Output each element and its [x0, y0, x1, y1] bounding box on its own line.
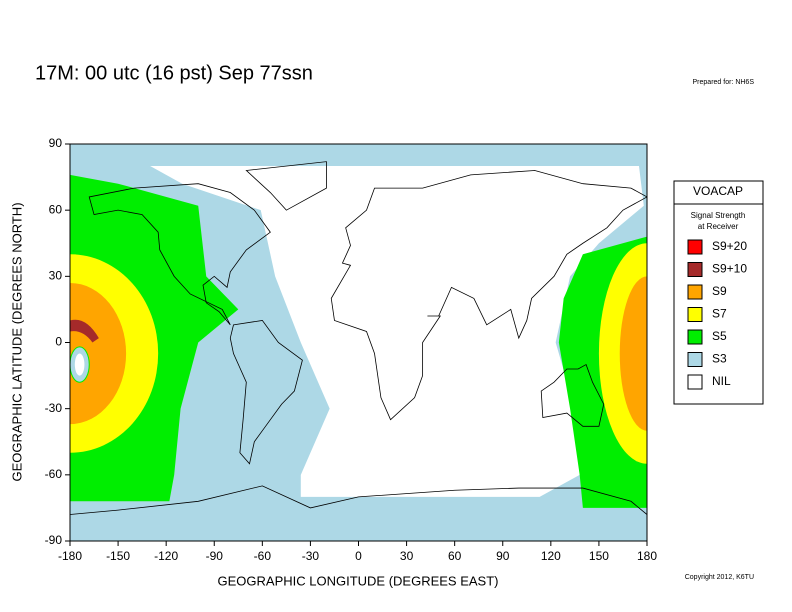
legend-swatch [687, 352, 703, 367]
inner-nil [74, 353, 85, 376]
y-tick-label: 90 [49, 136, 63, 150]
legend-swatch [687, 374, 703, 390]
legend-label: S9+10 [712, 262, 747, 276]
x-tick-label: -150 [106, 549, 130, 563]
x-axis-label: GEOGRAPHIC LONGITUDE (DEGREES EAST) [218, 573, 499, 588]
y-tick-label: -90 [45, 533, 63, 547]
prepared-note: Prepared for: NH6S [693, 79, 755, 86]
legend-swatch [687, 329, 703, 345]
x-tick-label: 90 [496, 549, 510, 563]
south-america [230, 320, 302, 463]
s9-zone-west [70, 282, 127, 425]
greenland [246, 162, 326, 211]
legend-label: NIL [712, 374, 731, 388]
chart-title: 17M: 00 utc (16 pst) Sep 77ssn [35, 62, 313, 84]
y-tick-label: 0 [55, 335, 62, 349]
legend-subtitle: Signal Strength [691, 211, 746, 220]
legend-swatch [687, 262, 703, 277]
y-tick-label: -60 [45, 467, 63, 481]
x-tick-label: 180 [637, 549, 657, 563]
y-axis-label: GEOGRAPHIC LATITUDE (DEGREES NORTH) [9, 202, 24, 481]
copyright: Copyright 2012, K6TU [685, 574, 754, 581]
x-tick-label: 0 [355, 549, 362, 563]
legend-label: S9+20 [712, 239, 747, 253]
x-tick-label: -30 [302, 549, 320, 563]
legend-subtitle: at Receiver [698, 222, 739, 231]
north-america [89, 184, 270, 325]
y-tick-label: -30 [45, 401, 63, 415]
x-tick-label: 30 [400, 549, 414, 563]
x-tick-label: -60 [254, 549, 272, 563]
map-area [70, 144, 647, 541]
legend-label: S7 [712, 307, 727, 321]
y-tick-label: 60 [49, 202, 63, 216]
x-tick-label: -180 [58, 549, 82, 563]
antarctica [70, 486, 647, 515]
australia [541, 365, 604, 427]
legend-swatch [687, 284, 703, 300]
legend: VOACAP Signal Strength at Receiver S9+20… [673, 180, 764, 405]
x-tick-label: 150 [589, 549, 609, 563]
y-tick-label: 30 [49, 269, 63, 283]
nil-zone [150, 166, 644, 497]
legend-swatch [687, 307, 703, 322]
s9-zone-east [619, 276, 647, 431]
legend-swatch [687, 239, 703, 255]
legend-label: S9 [712, 284, 727, 298]
x-tick-label: -120 [154, 549, 178, 563]
legend-label: S5 [712, 329, 727, 343]
eurasia-africa [331, 170, 647, 419]
coverage-map [70, 144, 647, 541]
x-tick-label: 120 [541, 549, 561, 563]
x-tick-label: 60 [448, 549, 462, 563]
legend-label: S3 [712, 352, 727, 366]
x-tick-label: -90 [206, 549, 224, 563]
s9plus10-zone [70, 319, 99, 343]
legend-title: VOACAP [693, 184, 743, 198]
